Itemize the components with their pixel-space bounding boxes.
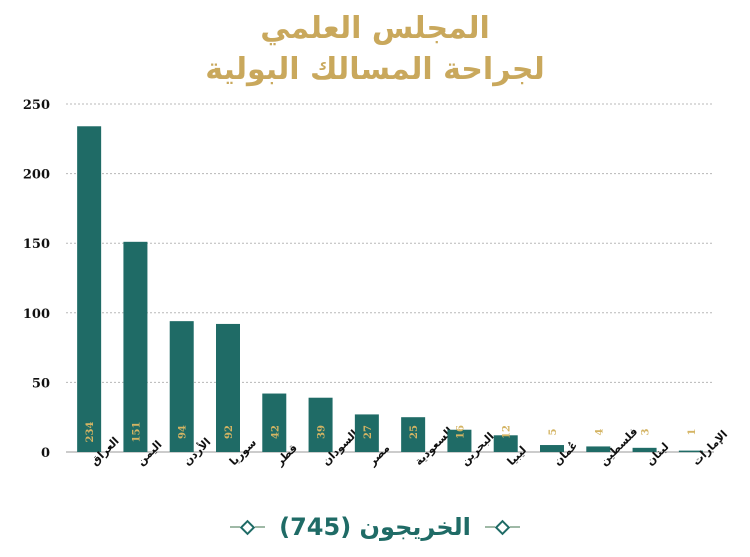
bar [262, 393, 287, 452]
graduates-footer: الخريجون (745) [0, 512, 750, 542]
bar [77, 126, 102, 452]
bar-value-label: 39 [317, 425, 328, 439]
bar-value-label: 4 [594, 428, 605, 435]
bar-chart: 050100150200250234العراق151اليمن94الأردن… [23, 98, 730, 469]
x-category-label: عُمان [551, 439, 580, 468]
y-tick-label: 0 [41, 446, 50, 461]
bar [401, 417, 426, 452]
ornament-left-icon [484, 519, 520, 535]
bar [678, 450, 703, 453]
chart-title-line2: لجراحة المسالك البولية [205, 52, 545, 87]
y-tick-label: 200 [23, 168, 50, 183]
y-tick-label: 150 [23, 237, 50, 252]
bar [493, 435, 518, 452]
ornament-right-icon [230, 519, 266, 535]
graduates-total-label: الخريجون (745) [279, 513, 471, 541]
bar [540, 445, 564, 452]
y-tick-label: 250 [23, 98, 50, 113]
bar-value-label: 27 [363, 425, 374, 439]
y-tick-label: 100 [23, 307, 50, 322]
y-tick-label: 50 [32, 376, 50, 391]
bar [447, 429, 472, 452]
bar-value-label: 1 [687, 429, 698, 436]
bar [123, 241, 148, 452]
bar [354, 414, 379, 452]
bar-value-label: 25 [409, 425, 420, 439]
chart-title-line1: المجلس العلمي [260, 11, 490, 46]
bar-value-label: 16 [455, 425, 466, 439]
bar [216, 323, 240, 452]
bar-value-label: 234 [85, 422, 96, 443]
bar [169, 321, 194, 452]
bar [586, 446, 611, 452]
bar-value-label: 5 [548, 428, 559, 435]
x-category-label: لبنان [644, 440, 672, 468]
bar-value-label: 3 [641, 428, 652, 435]
bar [308, 397, 333, 452]
bar-value-label: 12 [502, 425, 513, 439]
bar-value-label: 94 [178, 425, 189, 439]
bar-value-label: 42 [270, 425, 281, 439]
bar [632, 447, 657, 452]
bar-value-label: 151 [131, 422, 142, 443]
bar-value-label: 92 [224, 425, 235, 439]
